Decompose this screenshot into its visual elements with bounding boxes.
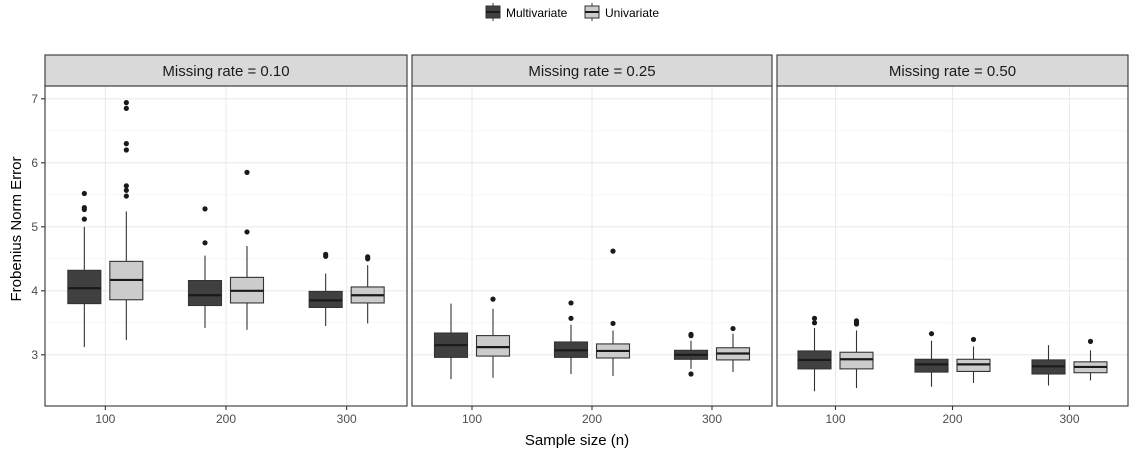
box-univariate-100: [839, 318, 874, 389]
y-tick-label: 3: [31, 348, 38, 362]
outlier-point: [81, 190, 87, 197]
outlier-point: [365, 254, 371, 260]
y-tick-label: 7: [31, 92, 38, 106]
facet-strip: [411, 54, 773, 87]
outlier-point: [244, 169, 250, 175]
facet-panel: Missing rate = 0.10 100 200 300 3 4 5 6 7: [31, 54, 408, 426]
outlier-point: [202, 240, 208, 246]
x-tick-label: 200: [582, 412, 602, 426]
box-univariate-300: [715, 325, 751, 373]
box-multivariate-300: [308, 251, 343, 326]
outlier-point: [202, 206, 208, 212]
outlier-point: [123, 193, 129, 199]
facet-strip: [44, 54, 408, 87]
box-univariate-300: [350, 254, 385, 324]
outlier-point: [81, 216, 87, 222]
box-univariate-200: [229, 169, 265, 330]
outlier-point: [123, 105, 129, 111]
outlier-point: [123, 141, 129, 147]
outlier-point: [688, 371, 694, 377]
facet-strip-label: Missing rate = 0.50: [889, 63, 1016, 80]
y-axis-title: Frobenius Norm Error: [8, 156, 25, 301]
box-multivariate-300: [1031, 345, 1066, 386]
x-tick-label: 200: [942, 412, 962, 426]
outlier-point: [1087, 338, 1094, 344]
box-multivariate-200: [553, 300, 589, 374]
x-tick-label: 100: [462, 412, 482, 426]
box-univariate-100: [475, 296, 511, 378]
x-tick-label: 300: [1059, 412, 1079, 426]
outlier-point: [610, 320, 616, 327]
outlier-point: [123, 147, 129, 153]
x-tick-label: 300: [337, 412, 357, 426]
outlier-point: [123, 183, 129, 189]
outlier-point: [853, 318, 860, 324]
box-multivariate-100: [67, 190, 102, 348]
box-multivariate-200: [187, 206, 223, 328]
outlier-point: [568, 300, 574, 306]
box-univariate-300: [1073, 338, 1108, 381]
legend-label-multivariate: Multivariate: [506, 6, 568, 20]
outlier-point: [811, 320, 818, 326]
box-univariate-200: [595, 248, 631, 376]
outlier-point: [568, 315, 574, 321]
box-multivariate-100: [797, 315, 832, 392]
x-tick-label: 200: [216, 412, 236, 426]
facet-strip-label: Missing rate = 0.10: [162, 63, 289, 80]
outlier-point: [81, 205, 87, 211]
outlier-point: [811, 315, 818, 321]
box-multivariate-200: [914, 331, 949, 387]
facet-strip: [776, 54, 1129, 87]
y-tick-label: 6: [31, 156, 38, 170]
outlier-point: [928, 331, 935, 337]
legend-label-univariate: Univariate: [605, 6, 659, 20]
x-tick-label: 100: [95, 412, 115, 426]
x-tick-label: 300: [702, 412, 722, 426]
outlier-point: [688, 331, 694, 337]
outlier-point: [610, 248, 616, 254]
outlier-point: [970, 336, 977, 343]
legend-key-multivariate: [485, 3, 501, 21]
box-univariate-200: [956, 336, 991, 383]
box-body: [839, 351, 874, 370]
x-axis-title: Sample size (n): [525, 432, 629, 449]
outlier-point: [730, 325, 736, 332]
box-body: [67, 269, 102, 305]
box-body: [475, 335, 511, 357]
y-tick-label: 5: [31, 220, 38, 234]
box-univariate-100: [109, 100, 144, 341]
legend: Multivariate Univariate: [485, 3, 659, 21]
outlier-point: [244, 229, 250, 235]
box-multivariate-300: [673, 331, 709, 377]
outlier-point: [123, 100, 129, 106]
facet-panel: Missing rate = 0.50 100 200 300: [776, 54, 1129, 426]
outlier-point: [123, 187, 129, 193]
box-body: [914, 358, 949, 373]
x-tick-label: 100: [825, 412, 845, 426]
y-tick-label: 4: [31, 284, 38, 298]
facet-strip-label: Missing rate = 0.25: [528, 63, 655, 80]
box-multivariate-100: [433, 303, 469, 380]
outlier-point: [490, 296, 496, 302]
legend-key-univariate: [584, 3, 600, 21]
outlier-point: [323, 251, 329, 257]
box-body: [187, 280, 223, 307]
facet-panel: Missing rate = 0.25 100 200 300: [411, 54, 773, 426]
